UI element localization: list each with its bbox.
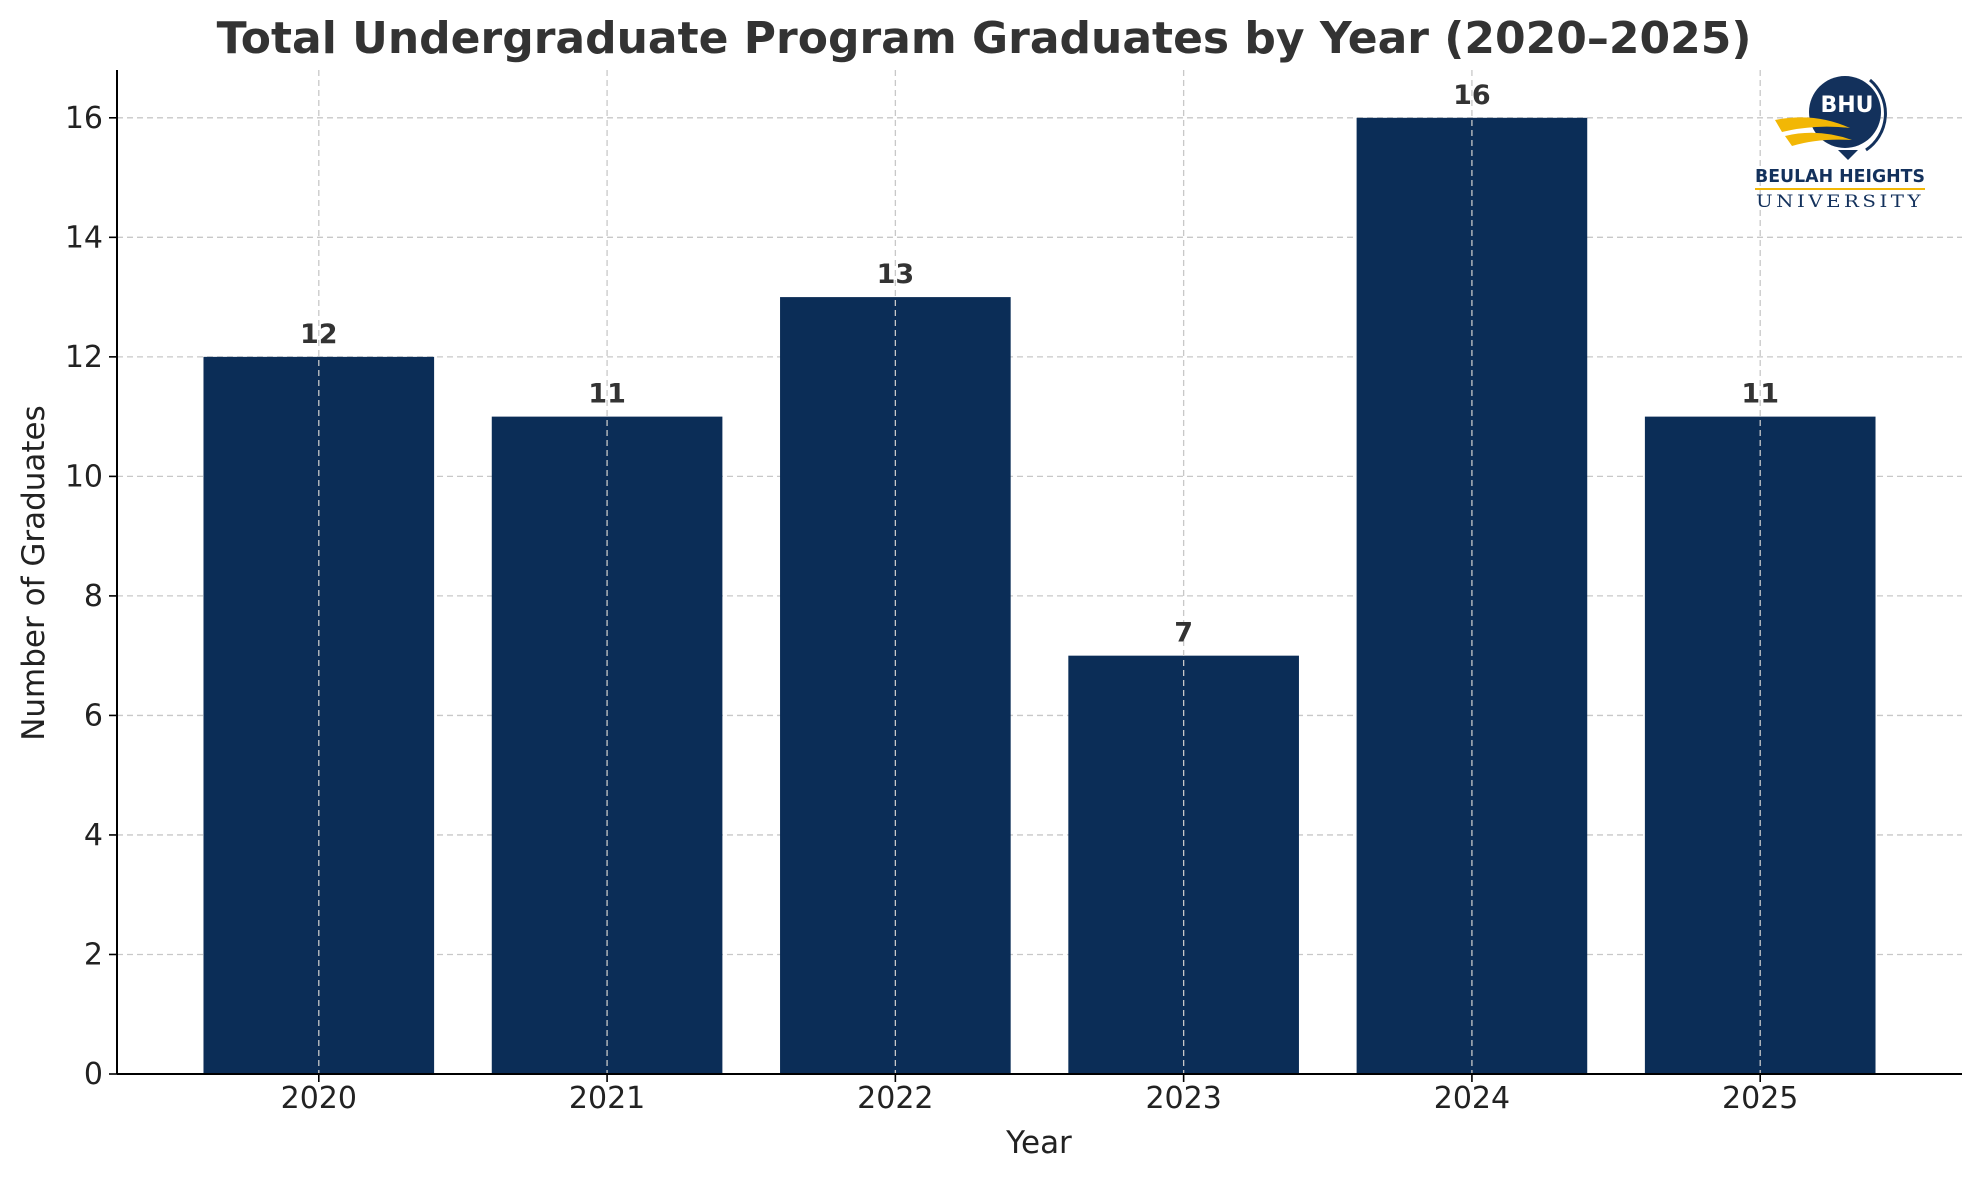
- logo-wing-1: [1775, 117, 1850, 132]
- data-label-2024: 16: [1453, 80, 1491, 111]
- logo-circle: [1809, 76, 1881, 148]
- x-axis-ticks: 2020 2021 2022 2023 2024 2025: [281, 1074, 1798, 1116]
- data-label-2020: 12: [300, 319, 338, 350]
- y-tick-label: 4: [84, 818, 103, 853]
- x-tick-label: 2022: [857, 1081, 933, 1116]
- y-axis-label: Number of Graduates: [16, 405, 52, 741]
- y-tick-label: 6: [84, 698, 103, 733]
- x-tick-label: 2023: [1145, 1081, 1221, 1116]
- data-label-2025: 11: [1741, 379, 1779, 410]
- chart-title: Total Undergraduate Program Graduates by…: [217, 13, 1752, 64]
- y-tick-label: 10: [65, 459, 103, 494]
- vertical-gridlines: [318, 70, 1761, 1074]
- logo-point: [1838, 150, 1858, 160]
- x-tick-label: 2025: [1722, 1081, 1798, 1116]
- y-tick-label: 16: [65, 101, 103, 136]
- x-tick-label: 2020: [281, 1081, 357, 1116]
- logo-name: BEULAH HEIGHTS: [1755, 166, 1925, 187]
- y-tick-label: 14: [65, 220, 103, 255]
- y-tick-label: 0: [84, 1057, 103, 1092]
- x-tick-label: 2024: [1434, 1081, 1510, 1116]
- data-label-2021: 11: [588, 379, 626, 410]
- data-label-2022: 13: [877, 259, 915, 290]
- logo-abbr: BHU: [1820, 93, 1873, 118]
- x-tick-label: 2021: [569, 1081, 645, 1116]
- university-logo: BHU BEULAH HEIGHTS UNIVERSITY: [1755, 76, 1925, 212]
- data-labels: 12 11 13 7 16 11: [300, 80, 1779, 649]
- logo-wing-2: [1785, 132, 1852, 146]
- y-axis-ticks: 0 2 4 6 8 10 12 14 16: [65, 101, 117, 1092]
- y-tick-label: 8: [84, 579, 103, 614]
- logo-subtitle: UNIVERSITY: [1756, 192, 1924, 212]
- y-tick-label: 2: [84, 937, 103, 972]
- y-tick-label: 12: [65, 340, 103, 375]
- logo-ring: [1865, 78, 1887, 152]
- x-axis-label: Year: [1005, 1125, 1072, 1161]
- data-label-2023: 7: [1174, 618, 1193, 649]
